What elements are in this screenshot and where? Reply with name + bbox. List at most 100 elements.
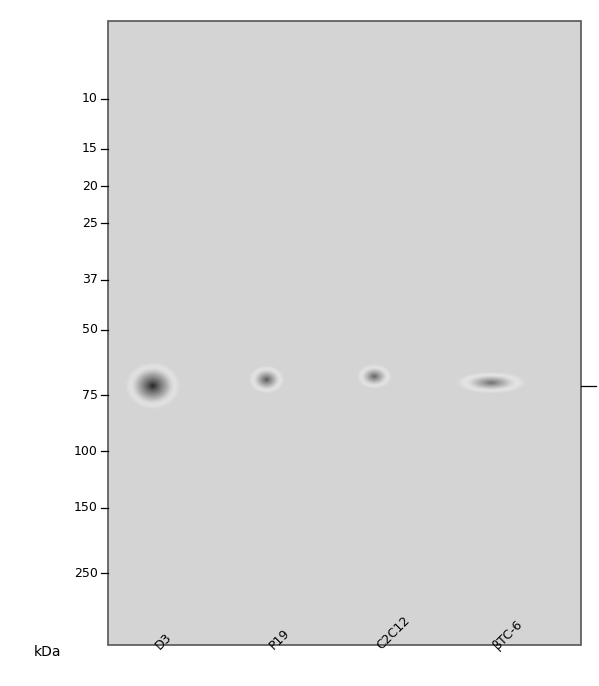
Ellipse shape (131, 367, 175, 405)
Ellipse shape (148, 381, 158, 390)
Ellipse shape (264, 377, 269, 381)
Text: 250: 250 (74, 567, 98, 580)
Ellipse shape (479, 379, 503, 386)
Ellipse shape (364, 368, 385, 384)
Text: 75: 75 (81, 389, 98, 401)
Ellipse shape (373, 375, 376, 377)
Ellipse shape (266, 379, 267, 380)
Ellipse shape (490, 382, 492, 383)
Text: C2C12: C2C12 (374, 613, 413, 652)
Ellipse shape (482, 380, 500, 386)
Text: 10: 10 (81, 92, 98, 105)
Ellipse shape (250, 366, 283, 393)
Ellipse shape (481, 379, 501, 386)
Text: 100: 100 (74, 445, 98, 458)
Ellipse shape (252, 368, 282, 391)
Ellipse shape (134, 370, 172, 402)
Ellipse shape (265, 378, 268, 381)
Ellipse shape (147, 381, 159, 391)
Text: 150: 150 (74, 501, 98, 514)
Ellipse shape (142, 377, 164, 395)
Ellipse shape (252, 368, 281, 391)
Ellipse shape (256, 371, 277, 388)
Text: kDa: kDa (34, 645, 62, 659)
Ellipse shape (360, 366, 389, 386)
Ellipse shape (486, 381, 497, 384)
Ellipse shape (265, 379, 268, 381)
Ellipse shape (368, 372, 381, 381)
Ellipse shape (262, 376, 271, 383)
Ellipse shape (141, 375, 165, 396)
Text: βTC-6: βTC-6 (491, 617, 526, 652)
Ellipse shape (150, 383, 156, 388)
Ellipse shape (259, 374, 274, 386)
Ellipse shape (264, 377, 270, 382)
Text: P19: P19 (267, 626, 292, 652)
Ellipse shape (359, 366, 389, 387)
Ellipse shape (146, 380, 160, 392)
Ellipse shape (371, 374, 377, 379)
Ellipse shape (258, 372, 276, 387)
Text: 15: 15 (81, 142, 98, 155)
Text: 20: 20 (81, 180, 98, 193)
Ellipse shape (362, 368, 387, 385)
Ellipse shape (132, 368, 174, 404)
Ellipse shape (372, 375, 377, 378)
Ellipse shape (370, 374, 379, 379)
Ellipse shape (483, 380, 499, 385)
Ellipse shape (144, 378, 162, 394)
Ellipse shape (473, 377, 509, 388)
Ellipse shape (459, 372, 524, 392)
Text: 37: 37 (81, 273, 98, 286)
Ellipse shape (260, 375, 273, 385)
Ellipse shape (370, 373, 379, 379)
Ellipse shape (133, 368, 173, 403)
Ellipse shape (476, 378, 507, 388)
Ellipse shape (250, 366, 283, 392)
Ellipse shape (365, 370, 384, 383)
Ellipse shape (368, 372, 380, 381)
Ellipse shape (254, 370, 279, 390)
Ellipse shape (461, 373, 521, 392)
Ellipse shape (467, 375, 516, 390)
Text: D3: D3 (153, 630, 174, 652)
Ellipse shape (477, 378, 506, 387)
Ellipse shape (374, 376, 375, 377)
Ellipse shape (474, 377, 508, 388)
Ellipse shape (369, 372, 380, 380)
Ellipse shape (359, 366, 390, 388)
Ellipse shape (485, 381, 498, 385)
Ellipse shape (460, 373, 522, 392)
Ellipse shape (138, 373, 168, 399)
Ellipse shape (253, 369, 280, 390)
Ellipse shape (128, 364, 178, 407)
Ellipse shape (257, 372, 276, 387)
Ellipse shape (255, 370, 278, 389)
Ellipse shape (373, 375, 376, 378)
Ellipse shape (365, 370, 383, 383)
Ellipse shape (462, 374, 520, 392)
Ellipse shape (251, 367, 282, 392)
Ellipse shape (140, 375, 166, 397)
Ellipse shape (256, 370, 277, 388)
Ellipse shape (126, 363, 180, 409)
Ellipse shape (470, 376, 512, 389)
Ellipse shape (357, 364, 392, 389)
Ellipse shape (135, 370, 171, 401)
Ellipse shape (261, 375, 273, 384)
Ellipse shape (151, 384, 155, 388)
Text: 25: 25 (81, 217, 98, 230)
Ellipse shape (259, 373, 274, 386)
Ellipse shape (139, 374, 167, 398)
Ellipse shape (361, 367, 388, 386)
Ellipse shape (136, 371, 170, 401)
Ellipse shape (361, 367, 388, 386)
Ellipse shape (261, 375, 272, 383)
Ellipse shape (367, 371, 382, 381)
Ellipse shape (129, 365, 177, 406)
Ellipse shape (465, 375, 517, 390)
Ellipse shape (469, 376, 513, 390)
Ellipse shape (253, 369, 280, 390)
Ellipse shape (472, 377, 510, 389)
Ellipse shape (130, 366, 176, 405)
